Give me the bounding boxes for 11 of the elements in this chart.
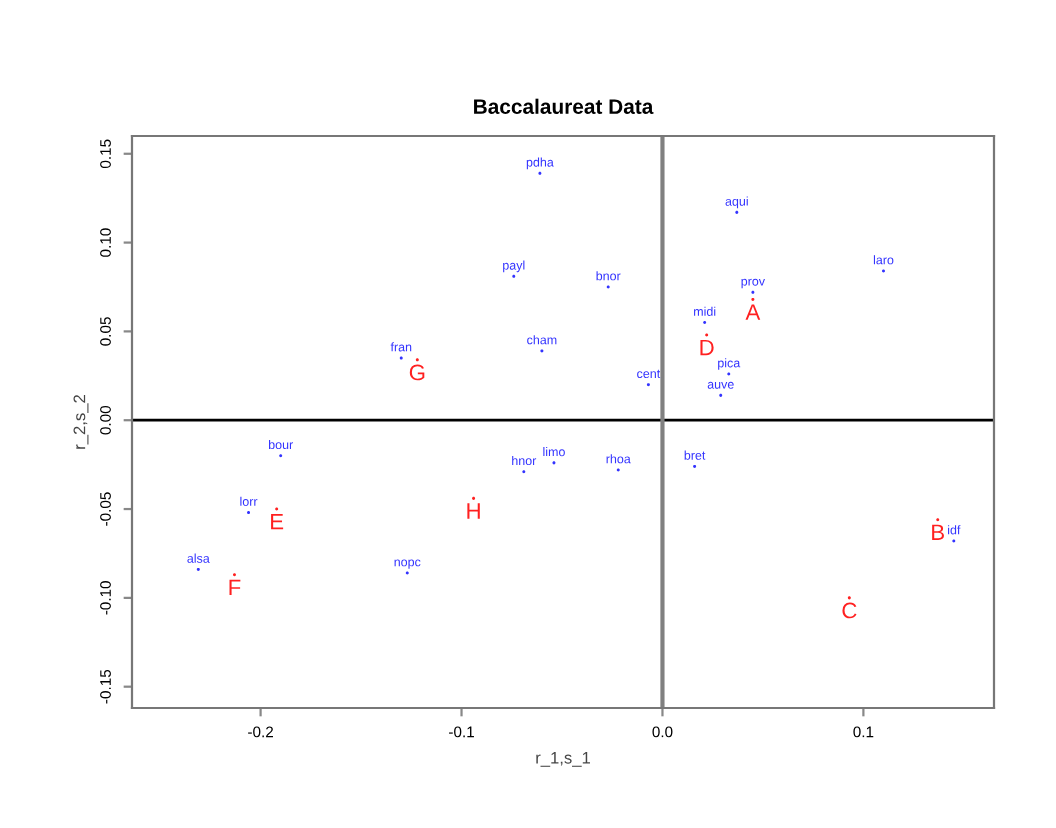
data-label: B bbox=[932, 524, 944, 540]
data-label: F bbox=[229, 579, 241, 596]
data-label: G bbox=[409, 364, 425, 381]
data-label: E bbox=[271, 514, 284, 530]
data-label: D bbox=[700, 339, 714, 356]
data-label: H bbox=[467, 503, 480, 519]
x-axis-title: r_1,s_1 bbox=[536, 752, 590, 767]
chart-title: Baccalaureat Data bbox=[474, 98, 654, 114]
data-label: C bbox=[842, 602, 857, 619]
data-label: A bbox=[745, 304, 761, 320]
y-axis-title: r_2,s_2 bbox=[73, 395, 89, 449]
